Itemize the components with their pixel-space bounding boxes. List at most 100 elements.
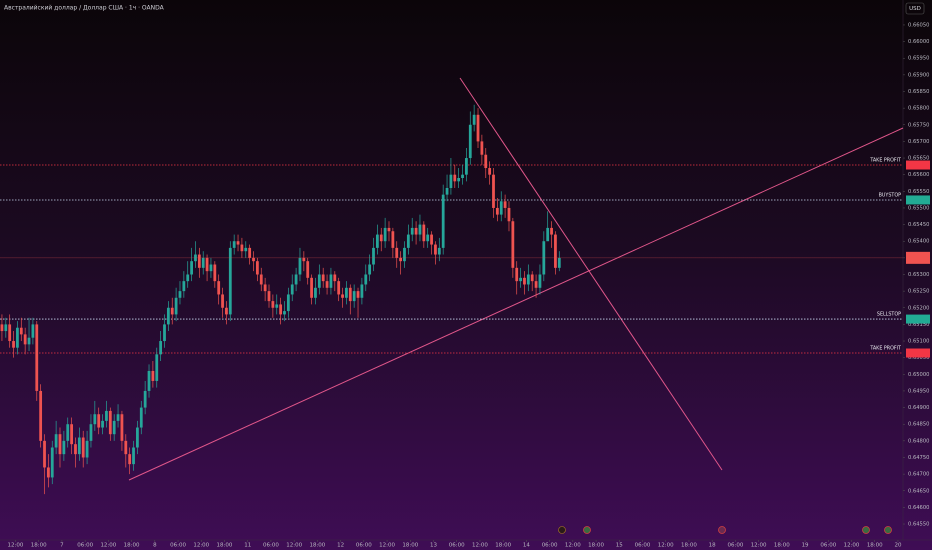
x-tick-label: 12:00: [193, 543, 209, 549]
candle-body: [391, 231, 395, 248]
candle-body: [550, 227, 553, 235]
candle-body: [375, 234, 379, 248]
x-tick-label: 11: [244, 543, 251, 549]
x-tick-label: 06:00: [263, 543, 279, 549]
candle-body: [519, 277, 522, 282]
y-tick-label: 0.66000: [908, 39, 929, 45]
order-level-label: SELLSTOP: [877, 312, 901, 318]
y-tick-label: 0.66050: [908, 22, 929, 28]
candle-body: [546, 227, 550, 242]
order-level-marker: [906, 348, 930, 358]
x-tick-label: 18: [709, 543, 716, 549]
event-icon[interactable]: [862, 526, 870, 534]
y-tick-label: 0.64800: [908, 438, 929, 444]
candle-body: [105, 410, 108, 421]
candle-body: [348, 287, 352, 302]
candle-body: [151, 370, 155, 381]
x-tick-label: 20: [894, 543, 901, 549]
candle-body: [279, 304, 283, 315]
candle-body: [329, 274, 333, 288]
candle-body: [97, 414, 101, 428]
candle-body: [275, 304, 279, 308]
candle-body: [186, 274, 190, 282]
event-icon[interactable]: [884, 526, 892, 534]
candle-body: [480, 141, 484, 155]
candle-body: [166, 307, 170, 325]
y-tick-label: 0.65500: [908, 205, 929, 211]
y-tick-label: 0.65200: [908, 305, 929, 311]
x-tick-label: 18:00: [124, 543, 140, 549]
y-tick-label: 0.65900: [908, 72, 929, 78]
candle-body: [337, 281, 341, 295]
x-tick-label: 06:00: [356, 543, 372, 549]
candle-body: [217, 281, 221, 295]
event-icon[interactable]: [583, 526, 591, 534]
x-tick-label: 18:00: [774, 543, 790, 549]
candle-body: [457, 178, 461, 182]
candle-body: [201, 257, 205, 268]
candle-body: [310, 277, 313, 298]
candle-body: [259, 274, 263, 285]
candle-body: [120, 414, 124, 441]
candle-body: [356, 291, 360, 298]
candle-body: [240, 244, 244, 252]
candle-body: [263, 284, 267, 292]
candle-body: [244, 247, 248, 252]
x-tick-label: 06:00: [170, 543, 186, 549]
y-tick-label: 0.64900: [908, 405, 929, 411]
candle-body: [461, 174, 464, 179]
y-tick-label: 0.65950: [908, 56, 929, 62]
candle-body: [360, 284, 364, 298]
candle-body: [383, 227, 387, 242]
candle-body: [54, 434, 58, 448]
candle-body: [66, 424, 70, 441]
x-tick-label: 12: [337, 543, 344, 549]
candle-body: [155, 354, 159, 381]
candle-body: [267, 291, 271, 302]
y-tick-label: 0.64700: [908, 472, 929, 478]
x-tick-label: 06:00: [77, 543, 93, 549]
y-tick-label: 0.64950: [908, 388, 929, 394]
candle-body: [345, 287, 348, 298]
candle-body: [538, 274, 542, 288]
event-icon[interactable]: [558, 526, 566, 534]
last-price-marker: [906, 251, 930, 264]
y-tick-label: 0.65850: [908, 89, 929, 95]
currency-label[interactable]: USD: [909, 6, 921, 12]
candle-body: [511, 221, 515, 268]
y-tick-label: 0.65150: [908, 322, 929, 328]
x-tick-label: 18:00: [867, 543, 883, 549]
candle-body: [414, 227, 418, 235]
candle-body: [228, 247, 232, 315]
candle-body: [325, 281, 329, 288]
candle-body: [302, 257, 306, 262]
candle-body: [89, 424, 93, 441]
candle-body: [190, 261, 193, 275]
x-tick-label: 12:00: [100, 543, 116, 549]
candle-body: [8, 324, 12, 342]
candle-body: [468, 124, 472, 159]
candle-body: [476, 114, 480, 142]
event-icon[interactable]: [718, 526, 726, 534]
y-tick-label: 0.65000: [908, 372, 929, 378]
candle-body: [116, 414, 120, 421]
candle-body: [50, 447, 54, 478]
candle-body: [27, 337, 31, 345]
candle-body: [271, 301, 275, 308]
candle-body: [178, 291, 182, 298]
candle-body: [449, 174, 453, 188]
candle-body: [341, 294, 344, 298]
candle-body: [437, 247, 441, 255]
x-tick-label: 18:00: [681, 543, 697, 549]
candle-body: [132, 447, 135, 465]
candle-body: [379, 234, 383, 242]
candle-body: [499, 201, 503, 215]
trendline: [128, 127, 904, 481]
candle-body: [317, 274, 321, 288]
candle-body: [352, 291, 356, 302]
candle-body: [484, 154, 488, 169]
candle-body: [298, 257, 302, 275]
y-tick-label: 0.65300: [908, 272, 929, 278]
currency-box[interactable]: [905, 2, 925, 15]
